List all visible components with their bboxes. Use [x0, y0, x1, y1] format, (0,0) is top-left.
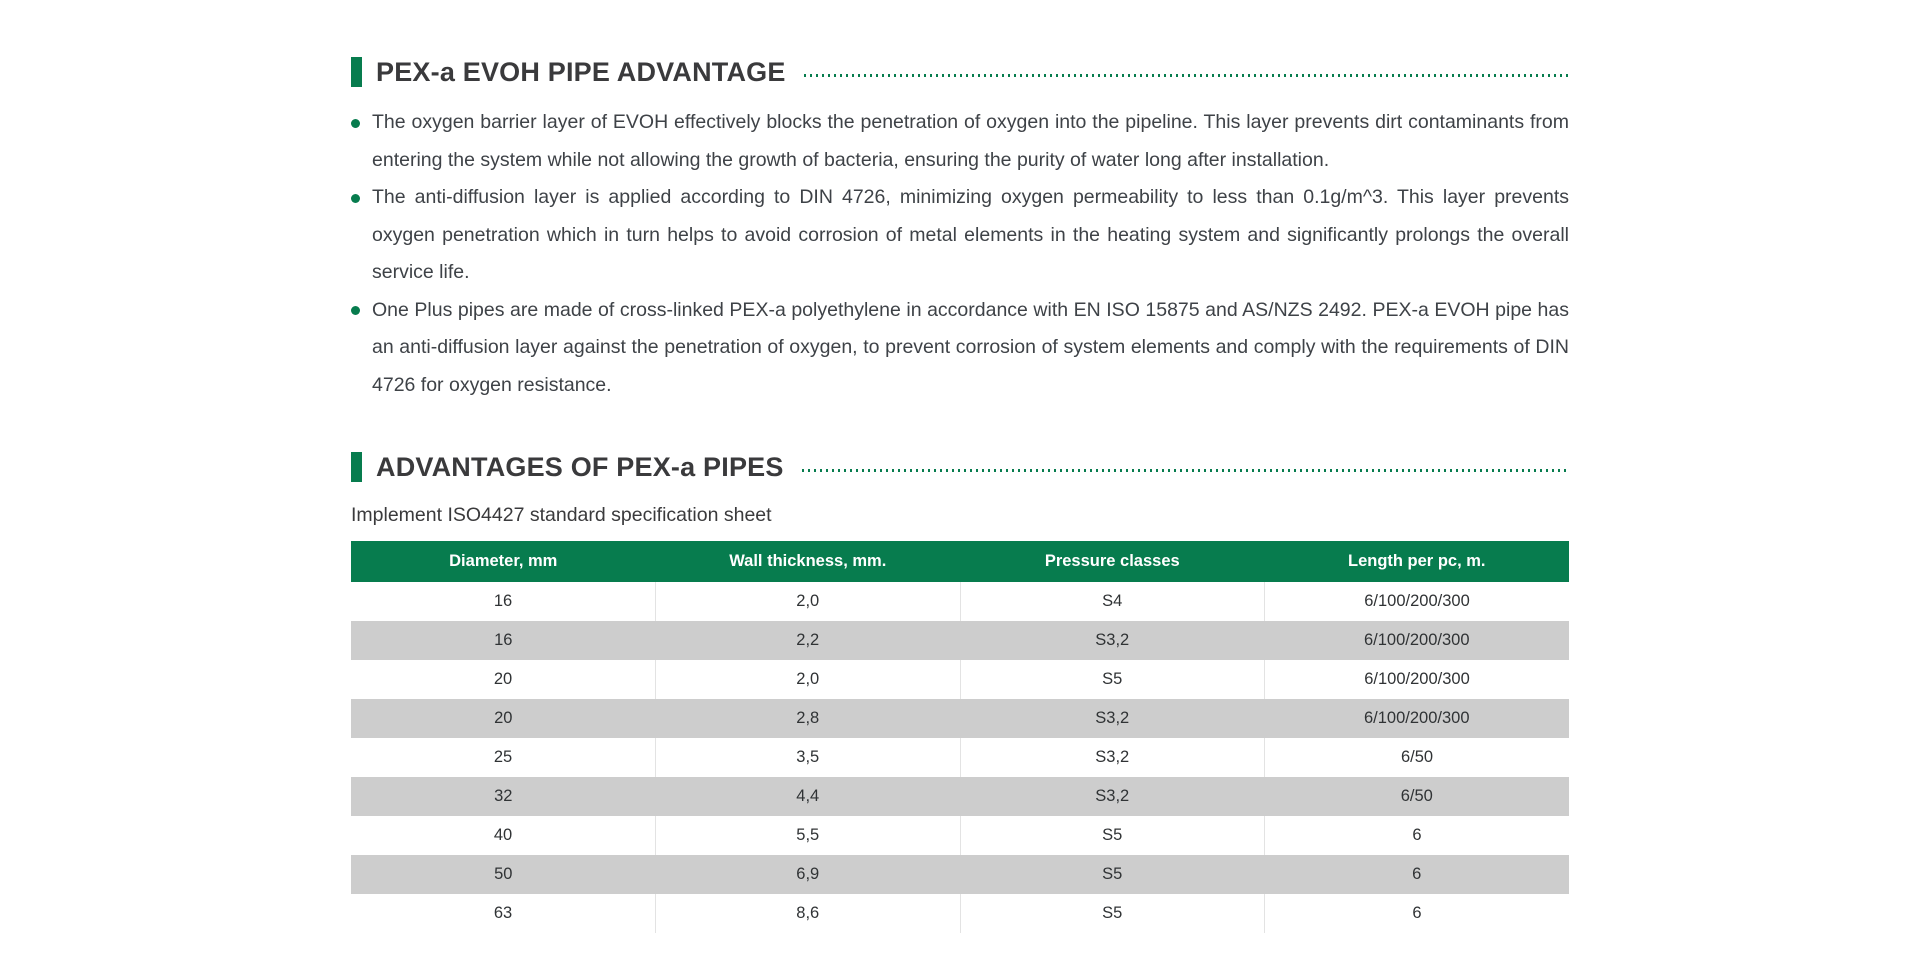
table-cell: 40: [493, 826, 513, 844]
table-cell: 6/50: [1264, 738, 1569, 777]
table-cell: 6/100/200/300: [1264, 582, 1569, 621]
section-advantages-pexa-pipes: ADVANTAGES OF PEX-a PIPES Implement ISO4…: [351, 451, 1569, 933]
dotted-divider: [801, 468, 1569, 472]
dotted-divider: [803, 73, 1569, 77]
section-header-advantages: ADVANTAGES OF PEX-a PIPES: [351, 451, 1569, 483]
section-accent-bar-icon: [351, 57, 362, 87]
table-cell: 6: [1264, 816, 1569, 855]
spec-table-body: 16 2,0 S4 6/100/200/300 16 2,2 S3,2 6/100/200/3…: [351, 582, 1569, 933]
table-cell: 25: [493, 748, 513, 766]
table-cell: S5: [959, 894, 1265, 933]
table-cell: S5: [1102, 865, 1123, 883]
table-row: 50 6,9 S5 6: [351, 855, 1569, 894]
table-row: 63 8,6 S5 6: [351, 894, 1569, 933]
table-cell: 6: [1264, 894, 1569, 933]
table-row: 20 2,0 S5 6/100/200/300: [351, 660, 1569, 699]
table-row: 16 2,0 S4 6/100/200/300: [351, 582, 1569, 621]
table-header-row: Diameter, mm Wall thickness, mm. Pressure …: [351, 541, 1569, 582]
table-cell: S3,2: [959, 738, 1265, 777]
table-cell: 3,5: [655, 738, 960, 777]
table-cell: 16: [494, 631, 513, 649]
table-header-cell: Diameter, mm: [351, 541, 656, 582]
table-row: 20 2,8 S3,2 6/100/200/300: [351, 699, 1569, 738]
table-cell: 2,2: [796, 631, 820, 649]
advantage-bullet-item: One Plus pipes are made of cross-linked …: [351, 292, 1569, 405]
table-row: 32 4,4 S3,2 6/50: [351, 777, 1569, 816]
table-cell: 6: [1412, 865, 1422, 883]
table-cell: S3,2: [1095, 787, 1130, 805]
table-cell: 16: [493, 592, 513, 610]
table-cell: 6/100/200/300: [1264, 660, 1569, 699]
advantage-bullet-item: The anti-diffusion layer is applied acco…: [351, 179, 1569, 292]
table-caption: Implement ISO4427 standard specification…: [351, 504, 772, 526]
page-content: PEX-a EVOH PIPE ADVANTAGE The oxygen bar…: [351, 56, 1569, 933]
spec-table: Diameter, mm Wall thickness, mm. Pressure …: [351, 541, 1569, 933]
section-title: ADVANTAGES OF PEX-a PIPES: [376, 451, 784, 482]
table-cell: 5,5: [655, 816, 960, 855]
table-cell: 50: [494, 865, 513, 883]
table-cell: 32: [494, 787, 513, 805]
table-cell: 6/50: [1400, 787, 1433, 805]
section-title: PEX-a EVOH PIPE ADVANTAGE: [376, 56, 786, 87]
table-cell: 6/100/200/300: [1363, 709, 1470, 727]
table-cell: 4,4: [796, 787, 820, 805]
table-cell: 6,9: [796, 865, 820, 883]
advantage-list: The oxygen barrier layer of EVOH effecti…: [351, 104, 1569, 404]
table-cell: 2,0: [655, 660, 960, 699]
table-cell: 20: [493, 670, 513, 688]
table-cell: S3,2: [1095, 631, 1130, 649]
table-cell: 6/100/200/300: [1363, 631, 1470, 649]
section-accent-bar-icon: [351, 452, 362, 482]
table-cell: S5: [959, 816, 1265, 855]
table-cell: 63: [493, 904, 513, 922]
advantage-bullet-item: The oxygen barrier layer of EVOH effecti…: [351, 104, 1569, 179]
section-header-pexa-evoh: PEX-a EVOH PIPE ADVANTAGE: [351, 56, 1569, 88]
table-row: 40 5,5 S5 6: [351, 816, 1569, 855]
table-header-cell: Pressure classes: [960, 541, 1265, 582]
table-row: 25 3,5 S3,2 6/50: [351, 738, 1569, 777]
spec-table-head: Diameter, mm Wall thickness, mm. Pressure …: [351, 541, 1569, 582]
table-header-cell: Wall thickness, mm.: [655, 541, 960, 582]
table-cell: 20: [494, 709, 513, 727]
table-header-cell: Length per pc, m.: [1264, 541, 1569, 582]
table-cell: S3,2: [1095, 709, 1130, 727]
table-cell: 8,6: [655, 894, 960, 933]
table-cell: S4: [959, 582, 1265, 621]
table-cell: 2,8: [796, 709, 820, 727]
table-row: 16 2,2 S3,2 6/100/200/300: [351, 621, 1569, 660]
table-cell: S5: [959, 660, 1265, 699]
table-cell: 2,0: [655, 582, 960, 621]
